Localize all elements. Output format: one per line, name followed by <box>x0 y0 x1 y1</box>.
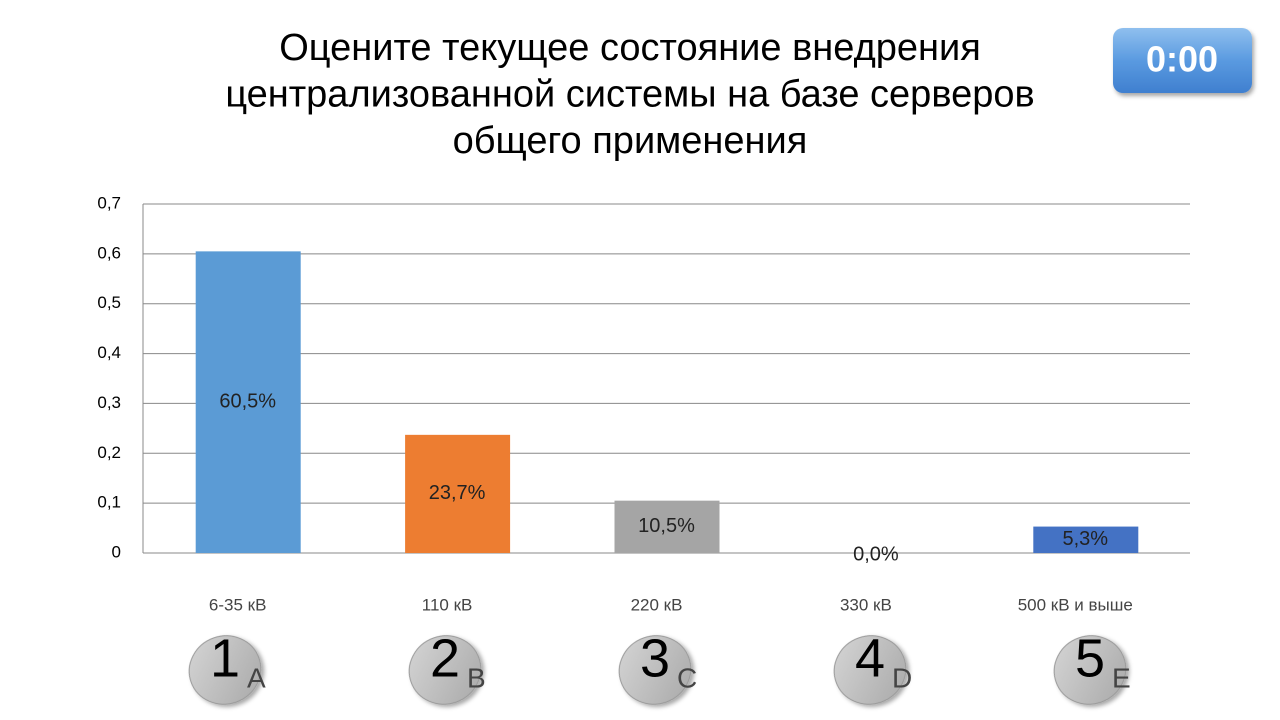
keypad-button <box>1053 635 1127 705</box>
bar <box>195 251 301 553</box>
keypad-number: 4 <box>855 628 885 688</box>
x-tick-label: 6-35 кВ <box>209 595 267 614</box>
bar <box>1033 526 1139 553</box>
y-tick-label: 0,3 <box>97 393 121 412</box>
y-tick-label: 0,2 <box>97 443 121 462</box>
value-label: 5,3% <box>1063 528 1109 550</box>
keypad-letter: B <box>467 662 486 693</box>
keypad-button <box>833 635 907 705</box>
keypad-letter: C <box>677 662 697 693</box>
keypad-button <box>618 635 692 705</box>
keypad-letter: A <box>247 662 266 693</box>
y-tick-label: 0,7 <box>97 193 121 212</box>
timer-box <box>1113 28 1252 93</box>
bar <box>614 500 720 553</box>
keypad-button <box>408 635 482 705</box>
keypad-letter: E <box>1112 662 1131 693</box>
keypad-button <box>188 635 262 705</box>
chart-title: Оцените текущее состояние внедрения <box>279 27 981 69</box>
keypad-number: 1 <box>210 628 240 688</box>
y-tick-label: 0,6 <box>97 243 121 262</box>
y-tick-label: 0,5 <box>97 293 121 312</box>
chart-title: общего применения <box>453 120 808 162</box>
y-tick-label: 0,1 <box>97 493 121 512</box>
keypad-number: 2 <box>430 628 460 688</box>
chart-title: централизованной системы на базе серверо… <box>225 74 1034 116</box>
bar <box>405 434 511 553</box>
timer: 0:00 <box>1146 39 1218 80</box>
value-label: 60,5% <box>219 390 276 412</box>
value-label: 0,0% <box>853 543 899 565</box>
x-tick-label: 500 кВ и выше <box>1018 595 1133 614</box>
keypad-number: 5 <box>1075 628 1105 688</box>
keypad-number: 3 <box>640 628 670 688</box>
y-tick-label: 0,4 <box>97 343 121 362</box>
x-tick-label: 110 кВ <box>422 595 473 614</box>
x-tick-label: 220 кВ <box>631 595 683 614</box>
y-tick-label: 0 <box>112 542 121 561</box>
x-tick-label: 330 кВ <box>840 595 892 614</box>
keypad-letter: D <box>892 662 912 693</box>
value-label: 10,5% <box>638 515 695 537</box>
value-label: 23,7% <box>429 482 486 504</box>
